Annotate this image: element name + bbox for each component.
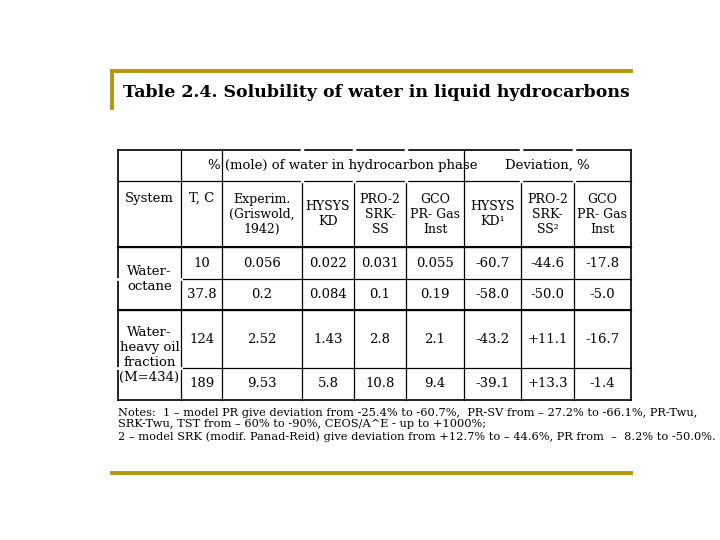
Text: 10: 10 xyxy=(193,256,210,269)
Text: PRO-2
SRK-
SS²: PRO-2 SRK- SS² xyxy=(527,193,568,236)
Text: -60.7: -60.7 xyxy=(475,256,510,269)
Text: -16.7: -16.7 xyxy=(585,333,619,346)
Text: Deviation, %: Deviation, % xyxy=(505,159,590,172)
Text: Notes:  1 – model PR give deviation from -25.4% to -60.7%,  PR-SV from – 27.2% t: Notes: 1 – model PR give deviation from … xyxy=(118,408,716,442)
Text: +11.1: +11.1 xyxy=(527,333,567,346)
Text: System: System xyxy=(125,192,174,205)
Text: -5.0: -5.0 xyxy=(590,288,616,301)
Text: 5.8: 5.8 xyxy=(318,377,338,390)
Text: 0.031: 0.031 xyxy=(361,256,399,269)
Text: 2.52: 2.52 xyxy=(248,333,276,346)
Text: 9.53: 9.53 xyxy=(247,377,276,390)
Text: PRO-2
SRK-
SS: PRO-2 SRK- SS xyxy=(359,193,400,236)
Text: 0.1: 0.1 xyxy=(369,288,390,301)
Text: 2.1: 2.1 xyxy=(425,333,446,346)
Text: 0.19: 0.19 xyxy=(420,288,450,301)
Text: 0.055: 0.055 xyxy=(416,256,454,269)
Text: 0.2: 0.2 xyxy=(251,288,273,301)
Text: Table 2.4. Solubility of water in liquid hydrocarbons: Table 2.4. Solubility of water in liquid… xyxy=(124,84,630,100)
Text: -50.0: -50.0 xyxy=(531,288,564,301)
Text: 0.084: 0.084 xyxy=(309,288,347,301)
Text: 0.056: 0.056 xyxy=(243,256,281,269)
Text: % (mole) of water in hydrocarbon phase: % (mole) of water in hydrocarbon phase xyxy=(208,159,478,172)
Text: GCO
PR- Gas
Inst: GCO PR- Gas Inst xyxy=(410,193,460,236)
Text: 1.43: 1.43 xyxy=(313,333,343,346)
Text: 189: 189 xyxy=(189,377,215,390)
Text: +13.3: +13.3 xyxy=(527,377,568,390)
Text: GCO
PR- Gas
Inst: GCO PR- Gas Inst xyxy=(577,193,627,236)
Text: -43.2: -43.2 xyxy=(476,333,510,346)
Text: Water-
heavy oil
fraction
(M=434): Water- heavy oil fraction (M=434) xyxy=(120,326,179,383)
Text: 2.8: 2.8 xyxy=(369,333,390,346)
Text: HYSYS
KD¹: HYSYS KD¹ xyxy=(470,200,515,228)
Text: -1.4: -1.4 xyxy=(590,377,616,390)
Text: -17.8: -17.8 xyxy=(585,256,619,269)
Text: Water-
octane: Water- octane xyxy=(127,265,172,293)
Text: -39.1: -39.1 xyxy=(475,377,510,390)
Text: 0.022: 0.022 xyxy=(309,256,347,269)
Text: 37.8: 37.8 xyxy=(186,288,217,301)
Text: 9.4: 9.4 xyxy=(424,377,446,390)
Text: -44.6: -44.6 xyxy=(531,256,564,269)
Text: -58.0: -58.0 xyxy=(476,288,510,301)
Text: HYSYS
KD: HYSYS KD xyxy=(306,200,350,228)
Text: 10.8: 10.8 xyxy=(365,377,395,390)
Text: Experim.
(Griswold,
1942): Experim. (Griswold, 1942) xyxy=(229,193,294,236)
Text: 124: 124 xyxy=(189,333,214,346)
Text: T, C: T, C xyxy=(189,192,215,205)
